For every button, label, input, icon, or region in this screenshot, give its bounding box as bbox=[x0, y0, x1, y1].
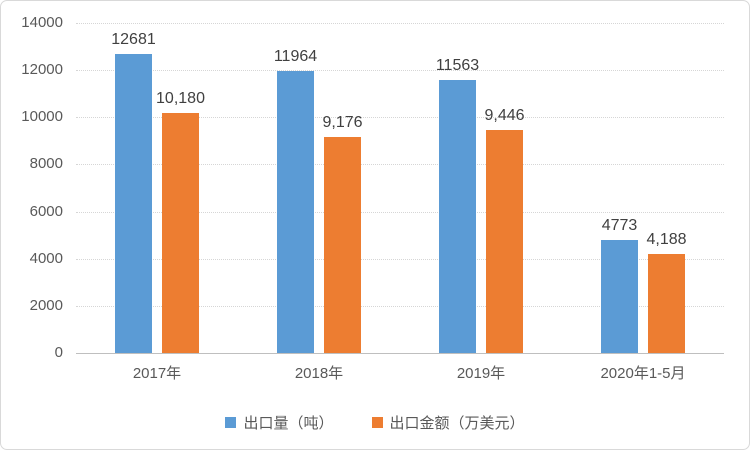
y-tick-label: 12000 bbox=[21, 61, 63, 79]
gridline bbox=[76, 117, 724, 119]
y-tick-label: 10000 bbox=[21, 108, 63, 126]
bar-series1-2020年1-5月 bbox=[601, 240, 638, 353]
value-label: 9,176 bbox=[322, 113, 363, 131]
gridline bbox=[76, 305, 724, 307]
value-label: 4773 bbox=[601, 217, 638, 235]
gridline bbox=[76, 164, 724, 166]
bar-series2-2017年 bbox=[162, 113, 199, 353]
y-tick-label: 0 bbox=[54, 344, 63, 361]
x-axis-line bbox=[76, 353, 724, 354]
value-label: 11563 bbox=[435, 57, 480, 75]
value-label: 10,180 bbox=[156, 90, 205, 108]
bar-series1-2017年 bbox=[115, 54, 152, 353]
y-tick-label: 8000 bbox=[29, 155, 63, 173]
y-tick-label: 4000 bbox=[29, 249, 63, 267]
value-label: 9,446 bbox=[484, 107, 525, 125]
y-tick-label: 14000 bbox=[21, 14, 63, 31]
legend-item-series2: 出口金额（万美元） bbox=[371, 412, 525, 433]
legend-marker-icon bbox=[225, 416, 237, 428]
y-tick-label: 6000 bbox=[29, 202, 63, 220]
value-label: 12681 bbox=[111, 31, 156, 49]
legend: 出口量（吨） 出口金额（万美元） bbox=[1, 410, 749, 434]
legend-marker-icon bbox=[371, 416, 383, 428]
bar-series2-2019年 bbox=[486, 130, 523, 353]
legend-label: 出口量（吨） bbox=[243, 414, 334, 432]
x-tick-label: 2020年1-5月 bbox=[600, 365, 686, 382]
x-tick-label: 2019年 bbox=[456, 365, 506, 382]
bar-series1-2019年 bbox=[439, 80, 476, 353]
gridline bbox=[76, 258, 724, 260]
bar-series2-2020年1-5月 bbox=[648, 254, 685, 353]
value-label: 11964 bbox=[273, 47, 318, 65]
x-tick-label: 2017年 bbox=[132, 365, 182, 382]
y-tick-label: 2000 bbox=[29, 296, 63, 314]
legend-label: 出口金额（万美元） bbox=[389, 414, 525, 432]
bar-series2-2018年 bbox=[324, 136, 361, 353]
gridline bbox=[76, 211, 724, 213]
value-label: 4,188 bbox=[646, 231, 687, 249]
bar-series1-2018年 bbox=[277, 70, 314, 353]
x-tick-label: 2018年 bbox=[294, 365, 344, 382]
legend-item-series1: 出口量（吨） bbox=[225, 412, 334, 433]
gridline bbox=[76, 23, 724, 24]
gridline bbox=[76, 70, 724, 72]
